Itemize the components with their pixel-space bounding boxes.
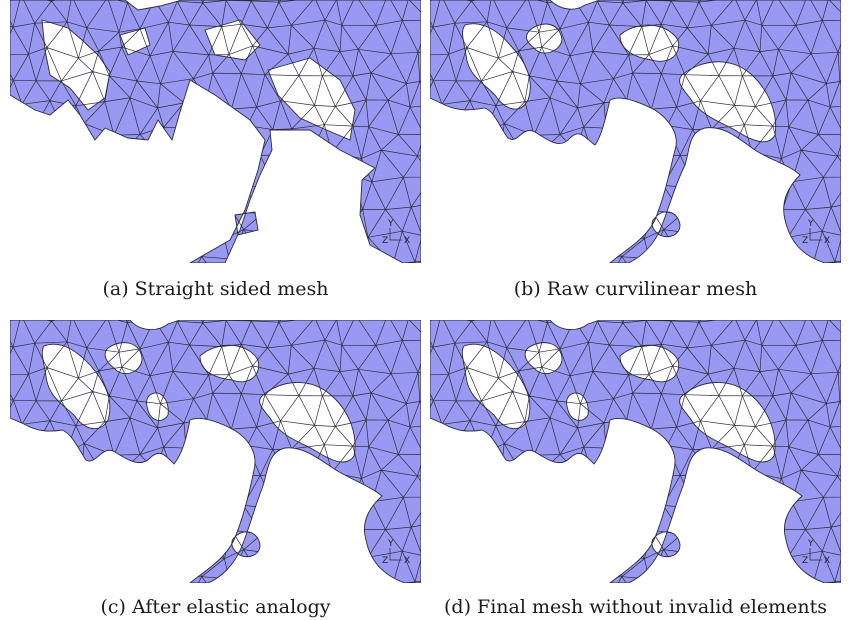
mesh-svg-c: Y Z X xyxy=(10,320,421,583)
axis-triad: Y Z X xyxy=(382,539,410,566)
panel-c-mesh: Y Z X xyxy=(10,320,421,583)
axis-x-label: X xyxy=(404,236,410,246)
mesh-domain xyxy=(10,0,421,263)
panel-d-mesh: Y Z X xyxy=(430,320,841,583)
axis-y-label: Y xyxy=(387,219,394,229)
panel-a-mesh: Y Z X xyxy=(10,0,421,263)
panel-b-mesh: Y Z X xyxy=(430,0,841,263)
axis-x-label: X xyxy=(824,236,830,246)
axis-z-label: Z xyxy=(802,236,808,246)
caption-a: (a) Straight sided mesh xyxy=(102,278,329,300)
axis-x-label: X xyxy=(824,556,830,566)
mesh-svg-b: Y Z X xyxy=(430,0,841,263)
mesh-domain xyxy=(430,0,841,263)
mesh-svg-d: Y Z X xyxy=(430,320,841,583)
mesh-svg-a: Y Z X xyxy=(10,0,421,263)
axis-z-label: Z xyxy=(802,556,808,566)
axis-triad: Y Z X xyxy=(802,539,830,566)
mesh-domain xyxy=(430,320,841,583)
caption-c: (c) After elastic analogy xyxy=(100,596,331,618)
axis-y-label: Y xyxy=(387,539,394,549)
axis-triad: Y Z X xyxy=(382,219,410,246)
axis-triad: Y Z X xyxy=(802,219,830,246)
axis-z-label: Z xyxy=(382,556,388,566)
axis-y-label: Y xyxy=(807,539,814,549)
axis-y-label: Y xyxy=(807,219,814,229)
mesh-domain xyxy=(10,320,421,583)
axis-x-label: X xyxy=(404,556,410,566)
caption-b: (b) Raw curvilinear mesh xyxy=(513,278,758,300)
caption-d: (d) Final mesh without invalid elements xyxy=(444,596,827,618)
axis-z-label: Z xyxy=(382,236,388,246)
